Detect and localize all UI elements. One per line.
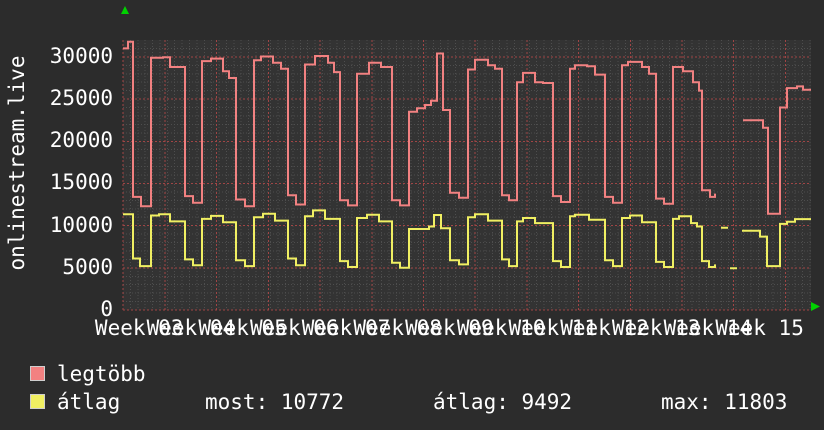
x-week-label: Week 06 [250,316,339,340]
y-axis-title: onlinestream.live [5,55,29,271]
x-week-label: Week 10 [456,316,546,340]
series-line-legtöbb [123,40,811,215]
x-week-label: Week 03 [94,316,184,340]
stat-most: most: 10772 [205,390,345,414]
legend-swatch-legtobb [30,366,45,381]
stat-max: max: 11803 [661,390,788,414]
legend-swatch-atlag [30,394,45,409]
y-tick-label: 20000 [49,128,113,153]
y-tick-label: 15000 [49,170,113,195]
x-week-label: Week 08 [353,316,442,340]
y-tick-label: 0 [100,297,113,321]
x-axis-arrow-icon [811,302,820,311]
y-tick-label: 30000 [49,43,113,68]
legend-label-atlag: átlag [57,390,121,414]
x-week-label: Week 09 [405,316,494,340]
x-week-label: Week 12 [560,316,649,340]
y-tick-label: 5000 [62,254,113,279]
y-tick-label: 25000 [49,86,113,111]
legend-label-legtobb: legtöbb [57,362,146,386]
x-week-label: Week 13 [611,316,701,340]
x-week-label: Week 15 [715,316,804,340]
y-axis-arrow-icon [121,6,129,14]
x-week-label: Week 04 [146,316,236,340]
y-tick-label: 10000 [49,212,113,237]
series-line-átlag [123,209,811,270]
x-week-label: Week 07 [301,316,391,340]
stat-atlag: átlag: 9492 [433,390,573,414]
x-week-label: Week 05 [198,316,287,340]
x-week-label: Week 11 [508,316,598,340]
x-week-label: Week 14 [663,316,753,340]
